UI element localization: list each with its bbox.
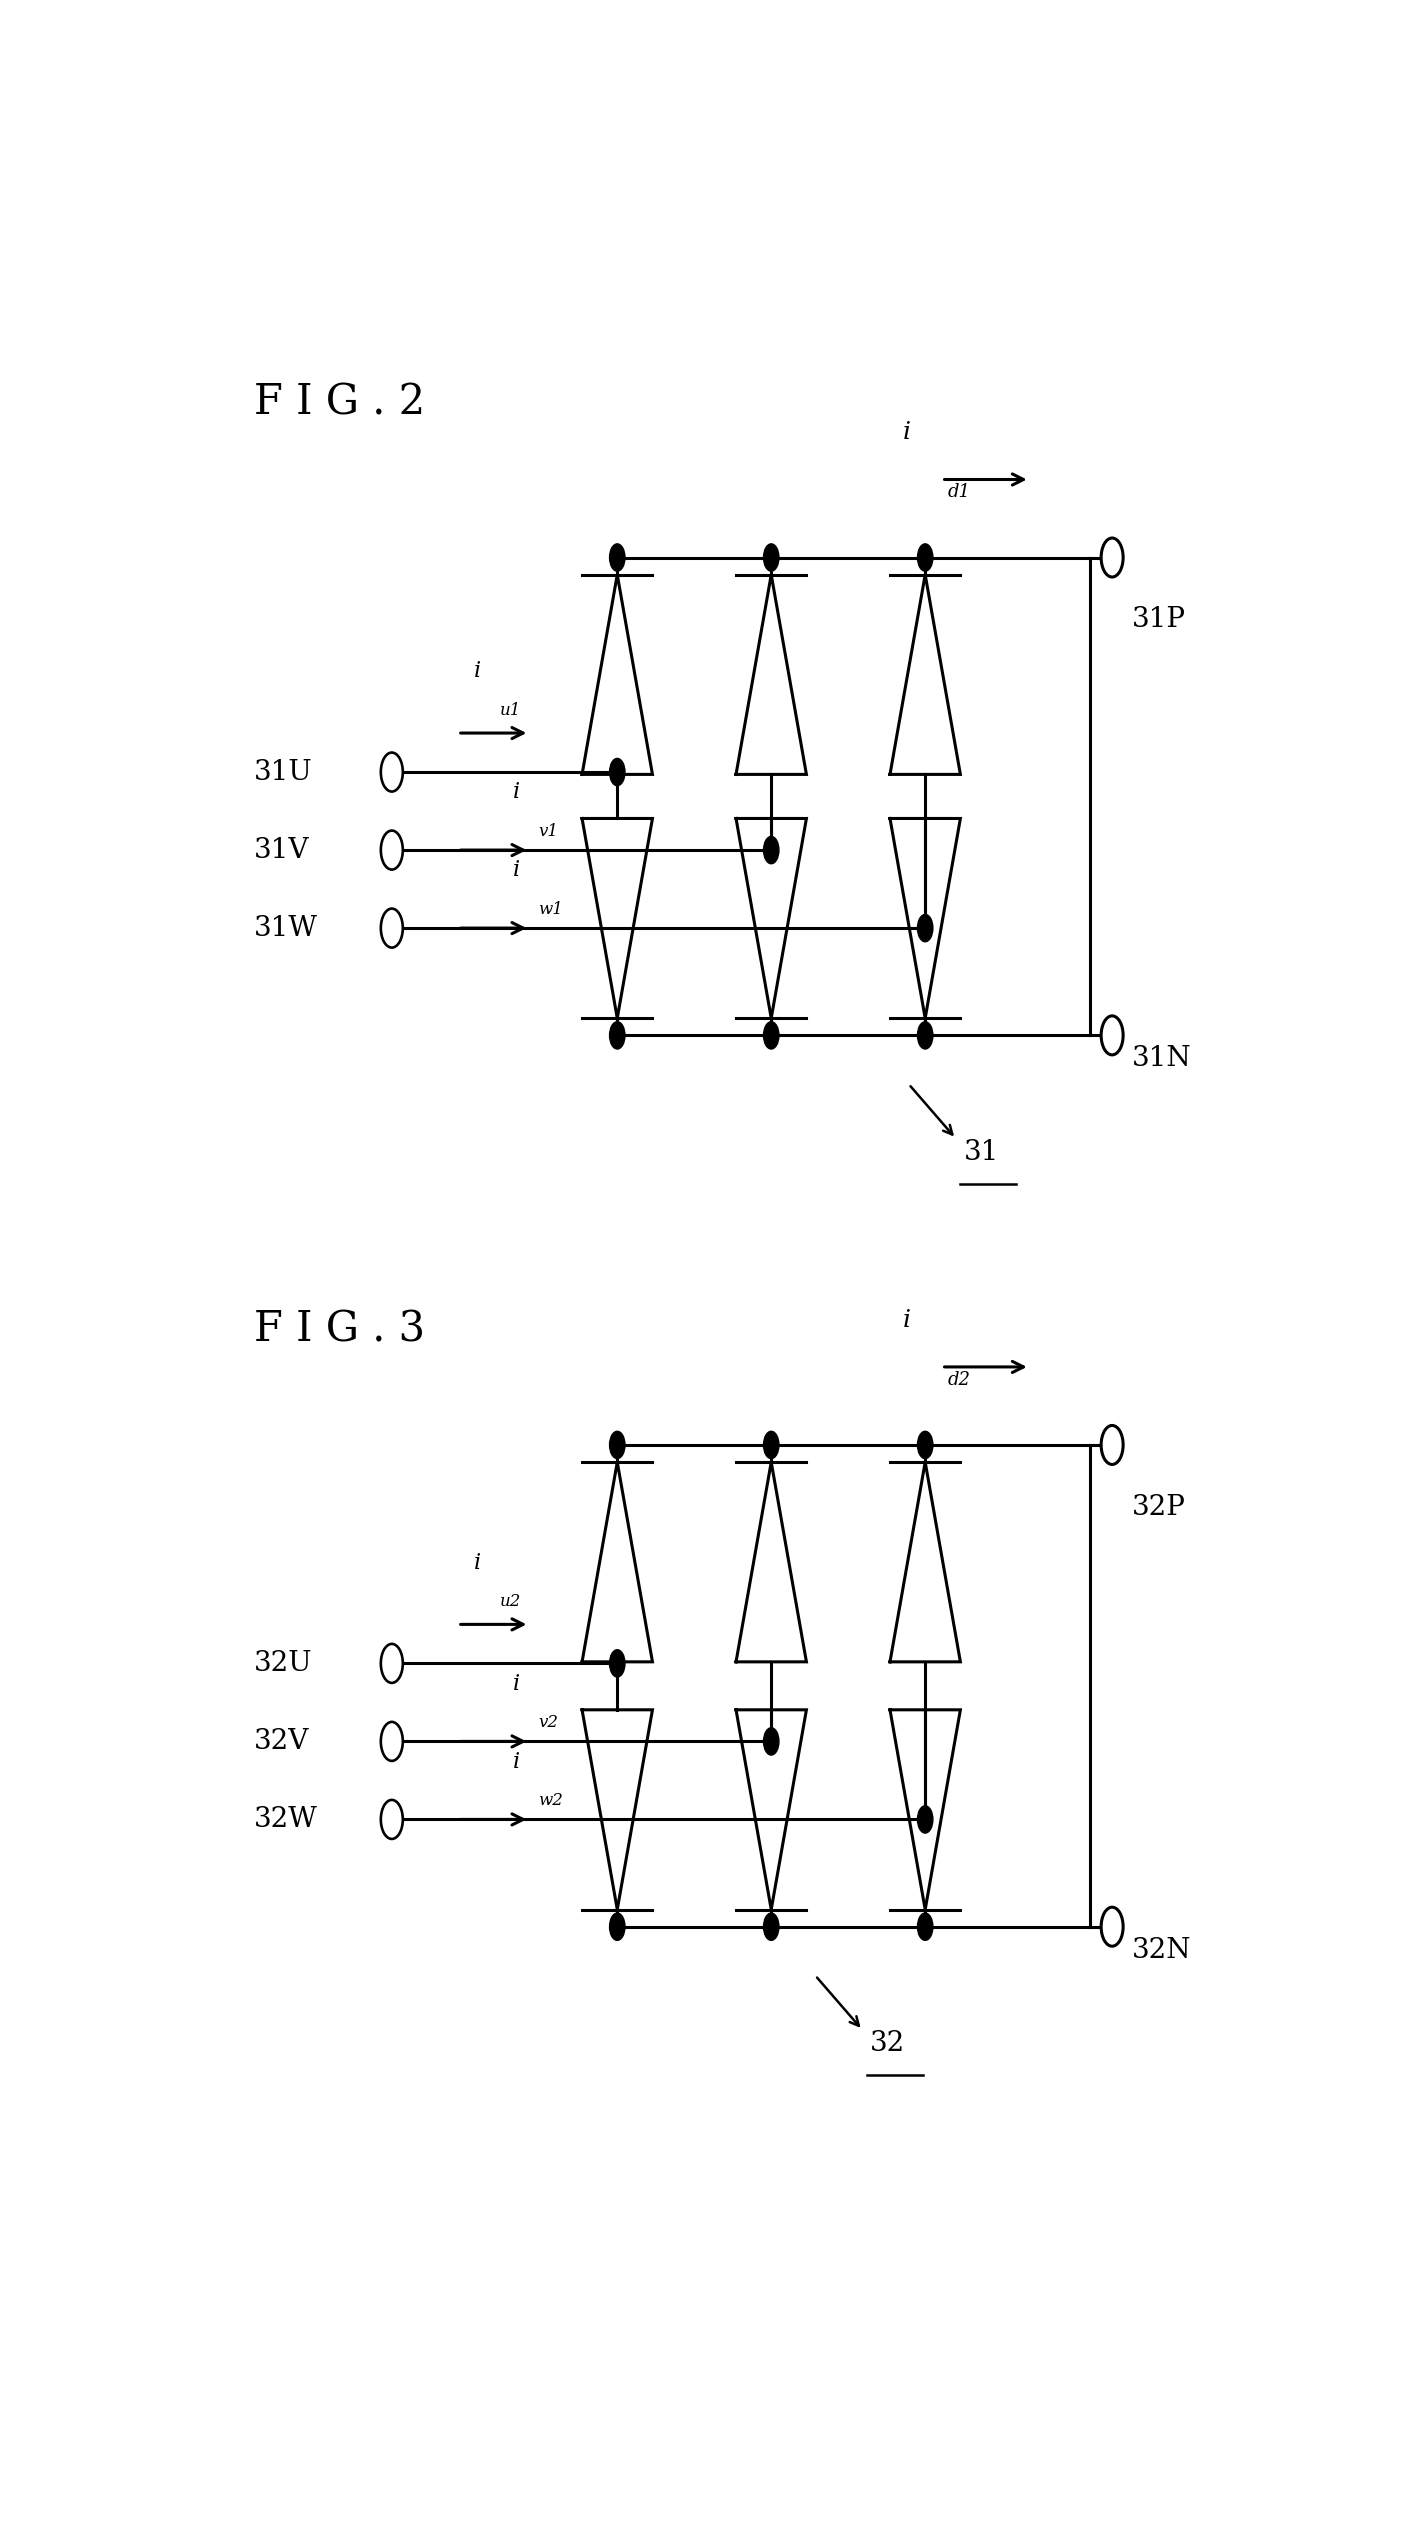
Text: u1: u1	[499, 702, 521, 719]
Text: 32V: 32V	[254, 1728, 309, 1755]
Text: 31U: 31U	[254, 757, 314, 785]
Circle shape	[1101, 1907, 1124, 1945]
Text: v1: v1	[538, 823, 558, 841]
Circle shape	[763, 545, 779, 570]
Circle shape	[763, 836, 779, 864]
Circle shape	[918, 545, 932, 570]
Text: v2: v2	[538, 1715, 558, 1730]
Circle shape	[380, 1801, 403, 1839]
Circle shape	[763, 1431, 779, 1459]
Text: i: i	[904, 1310, 911, 1332]
Text: i: i	[512, 1750, 519, 1773]
Circle shape	[610, 757, 624, 785]
Text: d2: d2	[948, 1370, 971, 1388]
Circle shape	[1101, 1426, 1124, 1464]
Text: 31V: 31V	[254, 836, 309, 864]
Text: w2: w2	[538, 1793, 563, 1809]
Text: 32: 32	[870, 2031, 905, 2057]
Text: i: i	[474, 1553, 481, 1573]
Circle shape	[380, 831, 403, 869]
Circle shape	[1101, 1016, 1124, 1054]
Circle shape	[380, 1644, 403, 1682]
Text: F I G . 2: F I G . 2	[254, 382, 426, 423]
Text: i: i	[904, 420, 911, 443]
Circle shape	[610, 545, 624, 570]
Circle shape	[918, 1912, 932, 1940]
Text: i: i	[512, 859, 519, 881]
Text: i: i	[474, 661, 481, 681]
Circle shape	[918, 1021, 932, 1049]
Circle shape	[380, 909, 403, 947]
Circle shape	[610, 1912, 624, 1940]
Text: 32N: 32N	[1132, 1938, 1192, 1963]
Text: 32P: 32P	[1132, 1494, 1186, 1520]
Circle shape	[1101, 537, 1124, 578]
Text: i: i	[512, 780, 519, 803]
Text: d1: d1	[948, 484, 971, 502]
Circle shape	[380, 1722, 403, 1760]
Circle shape	[380, 752, 403, 793]
Text: 31N: 31N	[1132, 1046, 1192, 1071]
Text: 32W: 32W	[254, 1806, 318, 1834]
Text: u2: u2	[499, 1593, 521, 1611]
Circle shape	[610, 1021, 624, 1049]
Text: 31P: 31P	[1132, 605, 1186, 633]
Text: 32U: 32U	[254, 1649, 314, 1677]
Text: 31: 31	[964, 1140, 999, 1165]
Text: 31W: 31W	[254, 914, 318, 942]
Circle shape	[763, 1728, 779, 1755]
Text: i: i	[512, 1672, 519, 1695]
Circle shape	[763, 1021, 779, 1049]
Circle shape	[763, 1912, 779, 1940]
Text: F I G . 3: F I G . 3	[254, 1310, 426, 1350]
Circle shape	[918, 1431, 932, 1459]
Text: w1: w1	[538, 902, 563, 917]
Circle shape	[610, 1431, 624, 1459]
Circle shape	[918, 1806, 932, 1834]
Circle shape	[610, 1649, 624, 1677]
Circle shape	[918, 914, 932, 942]
